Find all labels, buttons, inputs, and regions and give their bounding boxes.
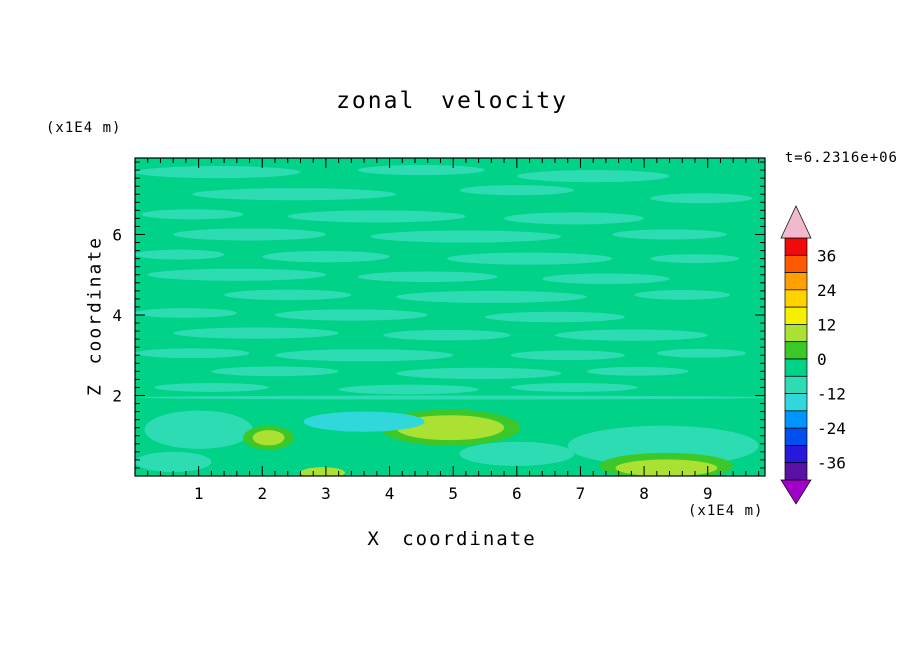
colorbar-segment bbox=[784, 324, 808, 343]
colorbar-segment bbox=[784, 427, 808, 446]
x-tick-label: 7 bbox=[576, 484, 586, 503]
x-tick-label: 3 bbox=[321, 484, 331, 503]
x-tick-label: 2 bbox=[257, 484, 267, 503]
contour-blob bbox=[510, 383, 638, 392]
x-tick-label: 4 bbox=[385, 484, 395, 503]
contour-blob bbox=[138, 395, 765, 400]
contour-blob bbox=[510, 350, 625, 361]
colorbar-segment bbox=[784, 393, 808, 412]
colorbar-segment bbox=[784, 306, 808, 325]
colorbar-tick-label: -12 bbox=[817, 385, 846, 404]
contour-blob bbox=[383, 329, 511, 341]
contour-blob bbox=[135, 348, 250, 359]
colorbar-tick-label: -24 bbox=[817, 419, 846, 438]
contour-blob bbox=[192, 188, 396, 201]
contour-blob bbox=[650, 254, 740, 264]
colorbar-segment bbox=[784, 341, 808, 360]
contour-blob bbox=[211, 366, 339, 377]
contour-blob bbox=[154, 383, 269, 392]
contour-blob bbox=[300, 467, 345, 476]
contour-blob bbox=[338, 384, 479, 395]
y-tick-label: 4 bbox=[112, 306, 122, 325]
colorbar-under-arrow bbox=[780, 479, 812, 505]
timestamp-label: t=6.2316e+06 bbox=[784, 150, 898, 166]
contour-blob bbox=[135, 166, 301, 179]
contour-blob bbox=[446, 252, 613, 265]
contour-blob bbox=[357, 165, 486, 176]
contour-blob bbox=[634, 290, 730, 300]
x-tick-label: 1 bbox=[194, 484, 204, 503]
contour-blob bbox=[147, 268, 326, 281]
contour-blob bbox=[459, 441, 575, 466]
contour-blob bbox=[135, 249, 225, 260]
contour-blob bbox=[612, 229, 727, 240]
colorbar-tick-label: -36 bbox=[817, 454, 846, 473]
colorbar-tick-label: 24 bbox=[817, 281, 836, 300]
colorbar-segment bbox=[784, 375, 808, 394]
y-tick-label: 2 bbox=[112, 386, 122, 405]
colorbar-segment bbox=[784, 445, 808, 464]
contour-blob bbox=[135, 451, 212, 472]
x-axis-title: X coordinate bbox=[367, 528, 537, 550]
x-axis-unit-label: (x1E4 m) bbox=[688, 503, 764, 519]
colorbar-segment bbox=[784, 237, 808, 256]
axis-ticks bbox=[135, 158, 765, 476]
contour-blob bbox=[504, 212, 645, 225]
colorbar-tick-label: 36 bbox=[817, 246, 836, 265]
contour-blob bbox=[173, 228, 326, 241]
colorbar-tick-label: 0 bbox=[817, 350, 827, 369]
y-axis-unit-label: (x1E4 m) bbox=[46, 120, 122, 136]
contour-blob bbox=[586, 366, 689, 376]
contour-blob bbox=[275, 309, 428, 321]
x-tick-label: 6 bbox=[512, 484, 522, 503]
contour-blob bbox=[485, 311, 625, 323]
colorbar-segment bbox=[784, 462, 808, 481]
contour-blob bbox=[262, 250, 390, 263]
contour-blob bbox=[135, 308, 237, 318]
x-tick-label: 9 bbox=[703, 484, 713, 503]
colorbar-segment bbox=[784, 254, 808, 273]
x-tick-label: 8 bbox=[639, 484, 649, 503]
contour-blob bbox=[459, 185, 575, 196]
contour-blob bbox=[567, 425, 759, 466]
contour-blob bbox=[542, 273, 670, 284]
contour-blob bbox=[615, 459, 718, 476]
contour-blob bbox=[395, 290, 587, 303]
contour-blob bbox=[275, 349, 454, 362]
colorbar-segment bbox=[784, 410, 808, 429]
y-tick-label: 6 bbox=[112, 225, 122, 244]
colorbar-tick-label: 12 bbox=[817, 315, 836, 334]
contour-blob bbox=[370, 230, 562, 243]
contour-blob bbox=[656, 348, 746, 358]
contour-blob bbox=[144, 410, 253, 449]
chart-title: zonal velocity bbox=[336, 88, 568, 114]
colorbar-segment bbox=[784, 272, 808, 291]
contour-blob bbox=[516, 170, 670, 183]
contour-blob bbox=[357, 271, 498, 282]
colorbar-over-arrow bbox=[780, 205, 812, 239]
contour-blob bbox=[173, 327, 339, 339]
x-tick-label: 5 bbox=[448, 484, 458, 503]
contour-blob bbox=[650, 193, 753, 204]
contour-blob bbox=[287, 210, 466, 223]
colorbar-segment bbox=[784, 289, 808, 308]
contour-blob bbox=[224, 289, 352, 301]
contour-blob bbox=[303, 411, 425, 432]
colorbar-segment bbox=[784, 358, 808, 377]
contour-field bbox=[135, 158, 765, 476]
contour-blob bbox=[395, 367, 562, 379]
contour-blob bbox=[555, 329, 708, 341]
contour-blob bbox=[141, 209, 244, 220]
contour-blob bbox=[252, 430, 285, 446]
plot-frame bbox=[134, 157, 766, 477]
